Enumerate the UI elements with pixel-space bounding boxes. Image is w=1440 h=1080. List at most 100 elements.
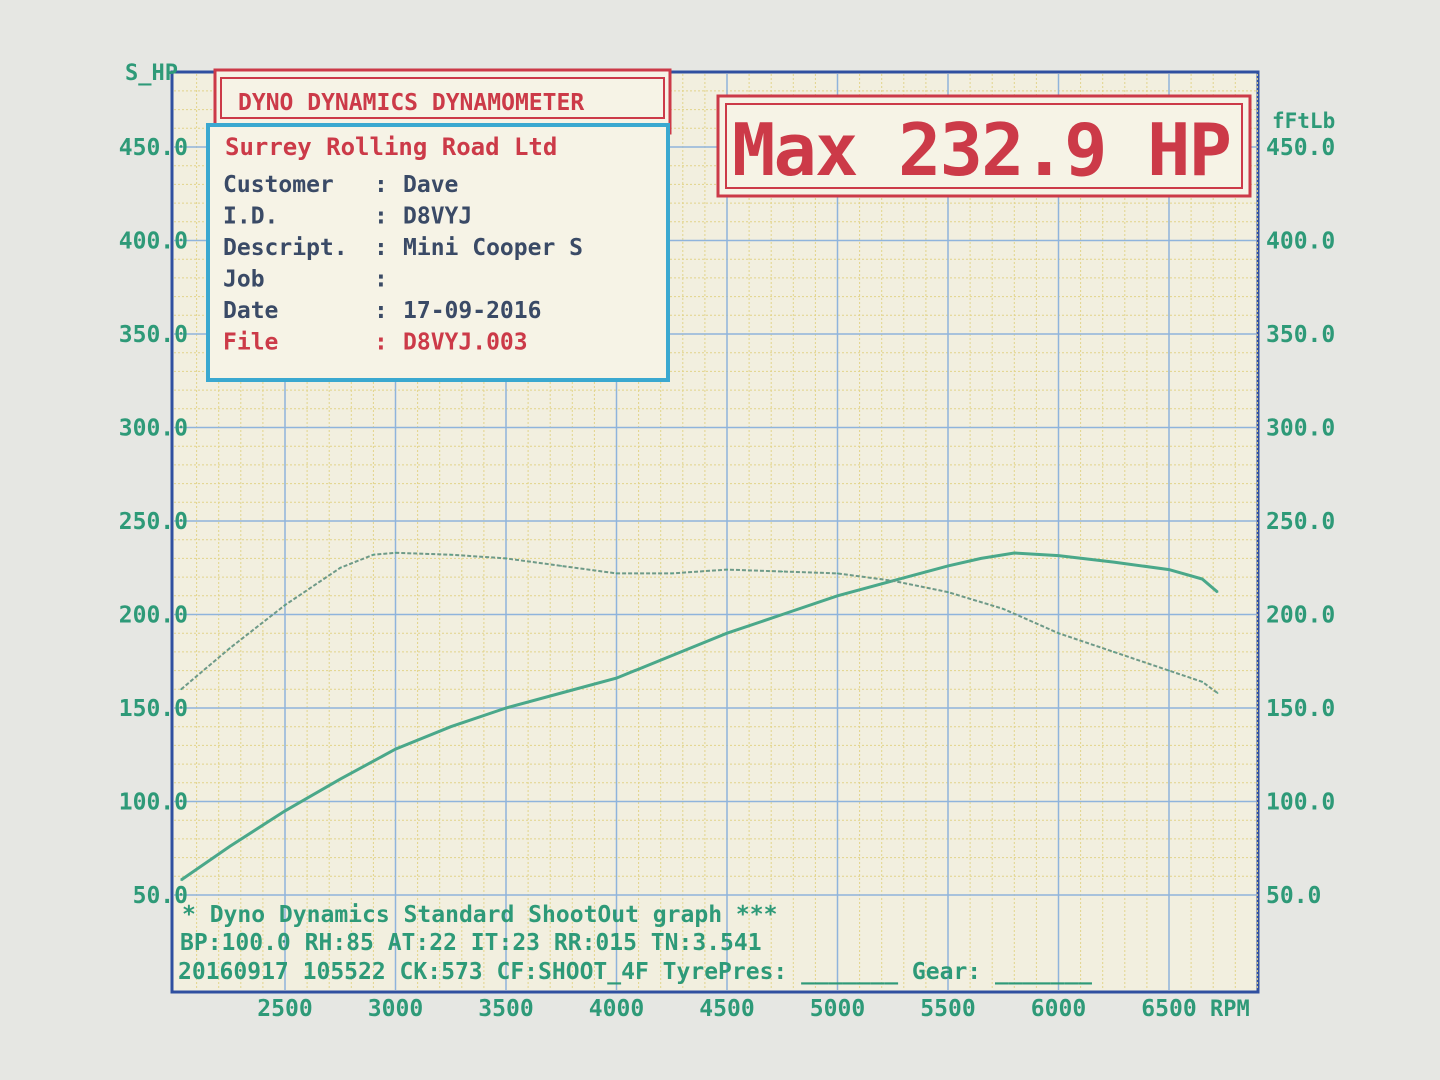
data-point [1002,608,1005,610]
x-tick: 4000 [589,996,644,1022]
data-point [836,595,839,597]
info-sep: : [374,204,388,230]
y-tick-left: 300.0 [119,416,188,442]
x-tick: 5500 [920,996,975,1022]
data-point [560,692,563,694]
x-tick: 3000 [368,996,423,1022]
data-point [947,565,949,567]
data-point [394,748,397,750]
x-tick: 4500 [699,996,754,1022]
x-tick: 5000 [810,996,865,1022]
y-tick-left: 450.0 [119,135,188,161]
y-axis-right-label: fFtLb [1272,109,1335,133]
info-label: Date [223,298,278,324]
y-tick-right: 450.0 [1266,135,1335,161]
y-tick-left: 50.0 [133,883,188,909]
data-point [560,565,563,567]
y-tick-left: 150.0 [119,696,188,722]
y-tick-right: 50.0 [1266,883,1321,909]
data-point [1216,692,1219,694]
data-point [228,647,231,649]
x-tick: 2500 [257,996,312,1022]
info-value: 17-09-2016 [403,298,541,324]
torque-curve [180,551,1219,694]
data-point [505,707,507,709]
y-tick-right: 350.0 [1266,322,1335,348]
data-point [1112,561,1115,563]
footer-line-3: 20160917 105522 CK:573 CF:SHOOT_4F TyreP… [178,959,1092,985]
data-point [180,879,182,881]
max-box [716,94,1252,198]
data-point [726,568,728,571]
tick-labels: 50.0 100.0 150.0 200.0 250.0 300.0 350.0 400.0 4… [119,135,1336,1022]
y-tick-left: 100.0 [119,790,188,816]
info-sep: : [374,298,388,324]
data-point [449,725,452,728]
data-point [947,591,949,593]
y-tick-left: 400.0 [119,229,188,255]
info-sep: : [374,267,388,293]
data-point [615,677,618,679]
info-label: Customer [223,172,334,198]
data-point [284,604,286,606]
info-sep: : [374,172,388,198]
data-point [1057,632,1060,634]
data-point [1201,681,1203,683]
y-axis-left-label: S_HP [125,61,178,86]
data-point [228,845,231,848]
y-tick-left: 200.0 [119,603,188,629]
data-point [284,810,286,812]
data-point [372,553,375,556]
info-box [206,123,670,382]
data-point [1057,554,1060,557]
power-curve [180,551,1219,882]
y-tick-right: 150.0 [1266,696,1335,722]
data-point [891,580,894,582]
info-value: D8VYJ [403,204,472,230]
data-point [394,551,397,554]
info-value: Dave [403,172,458,198]
data-point [980,557,982,560]
info-sep: : [374,235,388,261]
y-tick-left: 350.0 [119,322,188,348]
max-power: Max 232.9 HP [732,108,1232,192]
data-point [670,654,673,657]
info-sep: : [374,330,388,356]
data-point [339,566,342,569]
x-tick: 3500 [478,996,533,1022]
data-point [726,632,728,634]
data-point [836,572,839,575]
data-point [180,688,182,691]
data-point [449,553,452,556]
y-tick-right: 250.0 [1266,509,1335,535]
curves [180,551,1219,882]
data-point [1168,568,1170,571]
data-point [781,613,784,616]
data-point [781,570,784,573]
info-value: Mini Cooper S [403,235,583,261]
info-label: File [223,330,278,356]
dyno-title: DYNO DYNAMICS DYNAMOMETER [238,90,584,116]
data-point [1216,591,1219,593]
info-label: Job [223,267,265,293]
y-tick-right: 400.0 [1266,229,1335,255]
company-name: Surrey Rolling Road Ltd [225,133,557,161]
footer-line-1: * Dyno Dynamics Standard ShootOut graph … [182,902,777,928]
data-point [670,572,673,575]
y-tick-right: 300.0 [1266,416,1335,442]
data-point [1112,651,1115,653]
y-tick-right: 100.0 [1266,790,1335,816]
info-label: Descript. [223,235,348,261]
data-point [339,778,342,780]
data-point [505,557,507,560]
info-rows: Customer: Dave I.D.: D8VYJ Descript.: Mini Co… [223,172,583,356]
data-point [1201,578,1203,580]
title-box [213,68,672,135]
data-point [1013,552,1016,554]
data-point [1168,669,1170,672]
y-tick-right: 200.0 [1266,603,1335,629]
x-tick: 6500 [1141,996,1196,1022]
x-tick: 6000 [1031,996,1086,1022]
info-value: D8VYJ.003 [403,330,528,356]
